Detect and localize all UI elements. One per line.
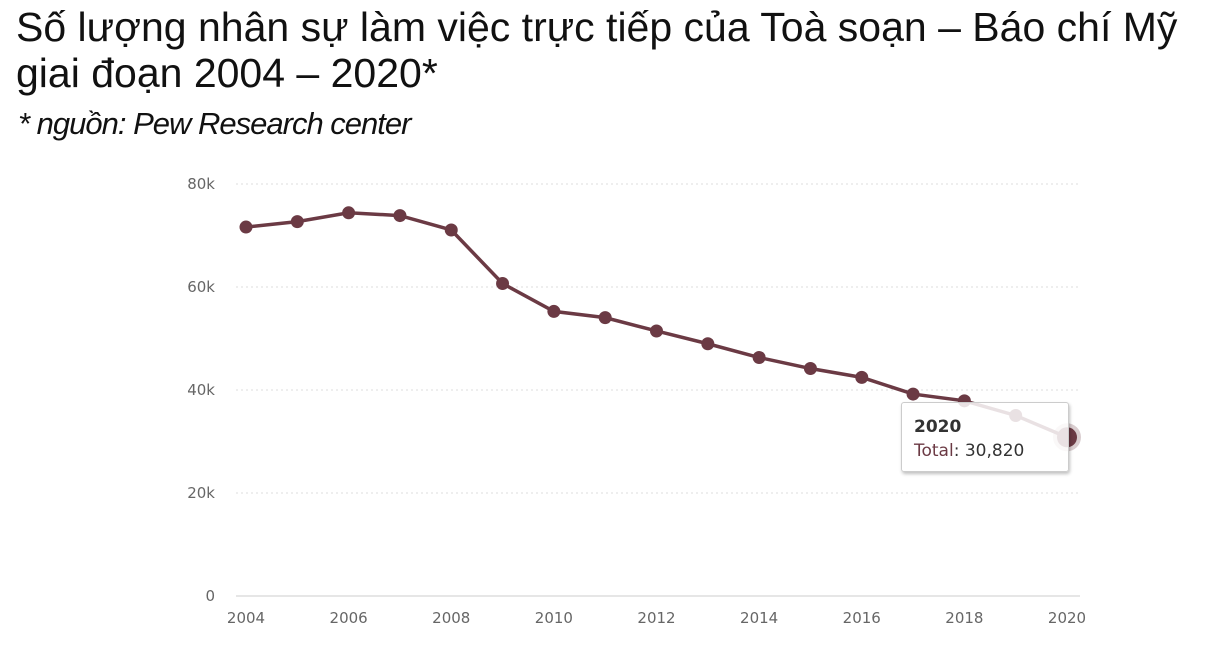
- y-tick-label: 0: [205, 587, 215, 605]
- tooltip: 2020 Total: 30,820: [901, 402, 1069, 472]
- y-tick-label: 20k: [187, 484, 215, 502]
- x-tick-label: 2016: [843, 609, 881, 627]
- data-point: [906, 387, 920, 401]
- data-point: [547, 304, 561, 318]
- tooltip-year: 2020: [914, 417, 962, 437]
- data-point: [290, 215, 304, 229]
- y-tick-label: 80k: [187, 175, 215, 193]
- x-tick-label: 2018: [945, 609, 983, 627]
- tooltip-label: Total: [914, 441, 954, 461]
- tooltip-value: 30,820: [964, 441, 1025, 461]
- data-point: [496, 276, 510, 290]
- data-point: [650, 324, 663, 338]
- data-point: [855, 370, 869, 384]
- chart-title: Số lượng nhân sự làm việc trực tiếp của …: [16, 4, 1178, 96]
- data-point: [444, 223, 458, 237]
- data-point: [598, 311, 612, 325]
- data-point: [342, 206, 356, 220]
- x-tick-label: 2012: [637, 609, 675, 627]
- x-tick-label: 2020: [1048, 609, 1086, 627]
- y-tick-label: 40k: [187, 381, 215, 399]
- x-tick-label: 2006: [330, 609, 368, 627]
- chart-source: * nguồn: Pew Research center: [18, 106, 411, 141]
- data-point: [803, 362, 817, 376]
- data-point: [752, 351, 766, 365]
- y-tick-label: 60k: [187, 278, 215, 296]
- x-tick-label: 2010: [535, 609, 573, 627]
- data-point: [239, 220, 253, 234]
- data-point: [701, 337, 715, 351]
- data-point: [393, 209, 407, 223]
- x-tick-label: 2008: [432, 609, 470, 627]
- x-tick-label: 2004: [227, 609, 265, 627]
- x-tick-label: 2014: [740, 609, 778, 627]
